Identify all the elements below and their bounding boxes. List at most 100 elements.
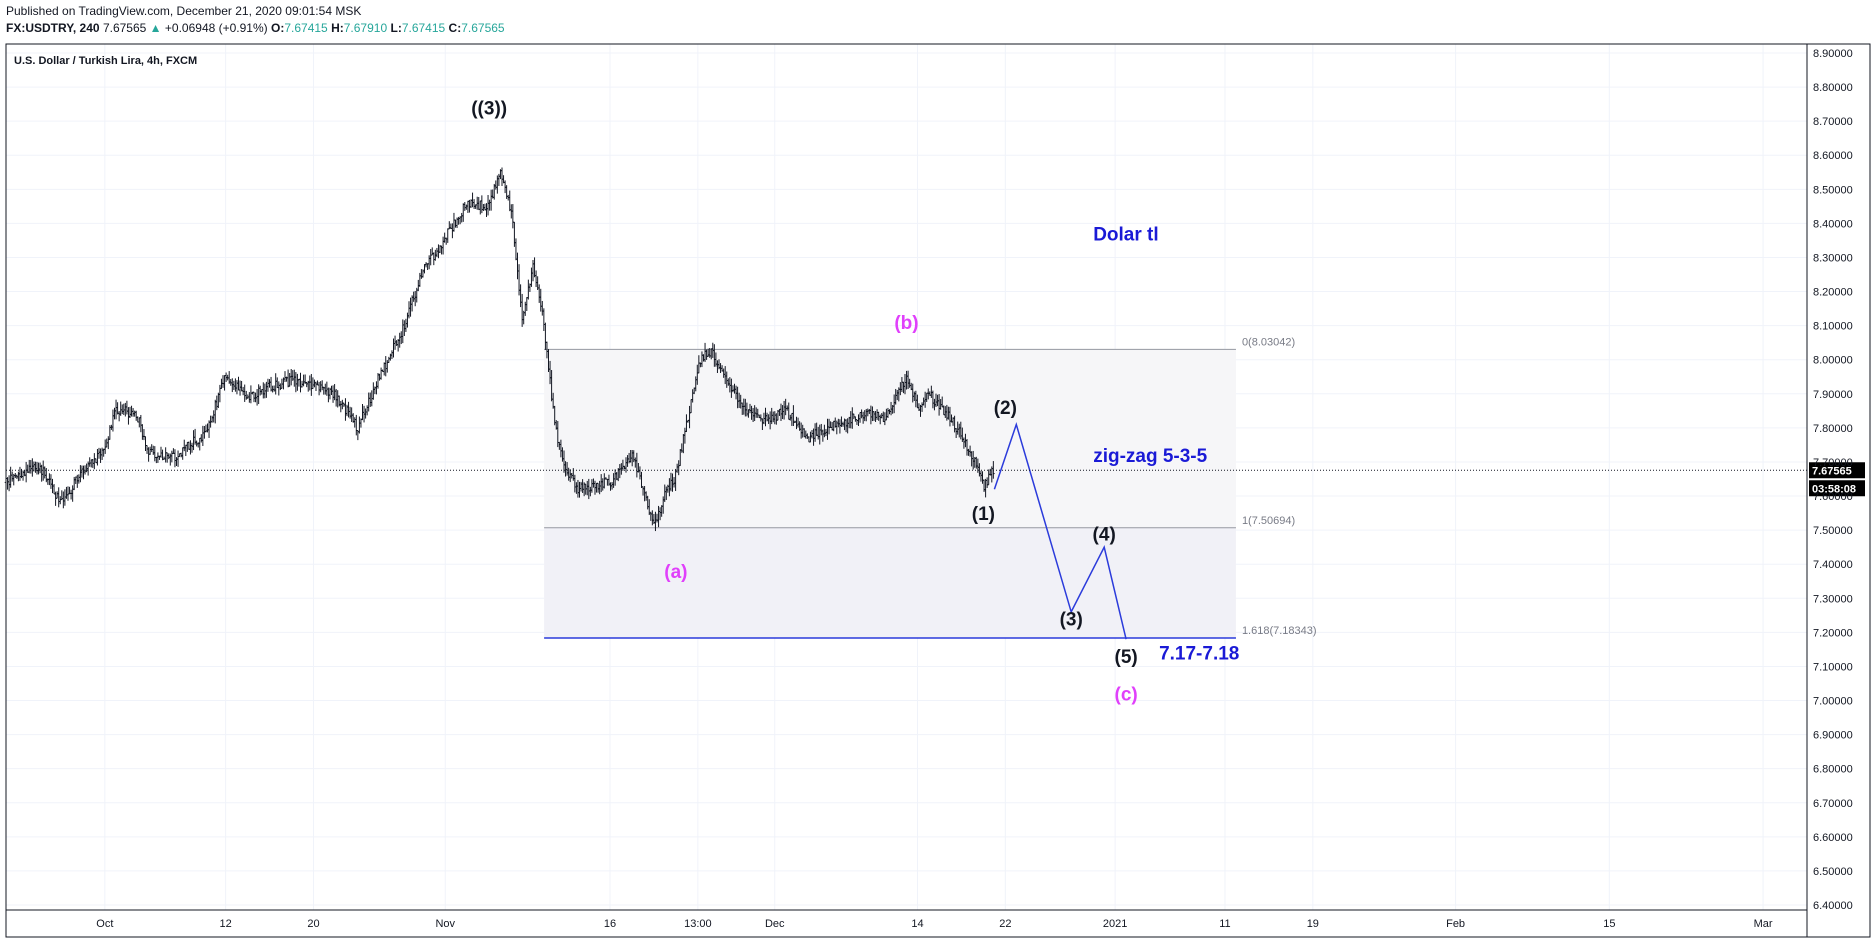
candle bbox=[141, 424, 144, 440]
candle bbox=[72, 476, 76, 491]
candle bbox=[200, 434, 203, 443]
candle bbox=[508, 190, 512, 212]
candle bbox=[435, 247, 439, 258]
candle bbox=[192, 430, 195, 451]
candle bbox=[212, 410, 215, 423]
price-tick-label: 7.50000 bbox=[1813, 525, 1853, 537]
candle bbox=[181, 447, 184, 460]
candle bbox=[116, 402, 119, 415]
candle bbox=[156, 452, 160, 463]
candle bbox=[235, 380, 239, 395]
candle bbox=[379, 367, 383, 380]
candle bbox=[527, 279, 530, 300]
time-tick-label: Oct bbox=[96, 918, 113, 930]
time-tick-label: 16 bbox=[604, 918, 616, 930]
candle bbox=[186, 441, 189, 452]
candle bbox=[144, 436, 147, 451]
candle bbox=[392, 338, 395, 358]
open-value: 7.67415 bbox=[284, 21, 328, 35]
symbol: FX:USDTRY, 240 bbox=[6, 21, 100, 35]
candle bbox=[85, 463, 88, 473]
candle bbox=[213, 399, 217, 424]
candle bbox=[272, 385, 276, 392]
candle bbox=[161, 449, 164, 461]
candle bbox=[353, 417, 357, 428]
candle bbox=[265, 381, 268, 398]
price-tick-label: 7.40000 bbox=[1813, 559, 1853, 571]
candle bbox=[34, 461, 37, 473]
time-tick-label: 13:00 bbox=[684, 918, 712, 930]
candle bbox=[268, 379, 271, 388]
annotation-text: Dolar tl bbox=[1093, 224, 1158, 245]
time-axis[interactable]: Oct 12 20 Nov 16 13:00 Dec 14 22 2021 11 19 Feb 15 Mar bbox=[96, 918, 1773, 930]
candle bbox=[465, 204, 468, 210]
price-tick-label: 7.60000 bbox=[1813, 491, 1853, 503]
candle bbox=[77, 474, 81, 484]
candle bbox=[52, 484, 56, 495]
wave-label: (1) bbox=[972, 504, 995, 525]
candle bbox=[69, 489, 73, 500]
candle bbox=[525, 297, 529, 311]
candle bbox=[479, 200, 482, 215]
candle bbox=[35, 461, 39, 475]
time-tick-label: Feb bbox=[1446, 918, 1465, 930]
candle bbox=[131, 408, 135, 417]
symbol-line: FX:USDTRY, 240 7.67565 ▲ +0.06948 (+0.91… bbox=[6, 21, 505, 35]
price-tick-label: 6.70000 bbox=[1813, 798, 1853, 810]
candle bbox=[117, 411, 121, 422]
candle bbox=[319, 381, 322, 393]
time-tick-label: Dec bbox=[765, 918, 785, 930]
price-tick-label: 8.40000 bbox=[1813, 218, 1853, 230]
candle bbox=[62, 491, 65, 509]
candle bbox=[375, 381, 378, 395]
candle bbox=[133, 410, 136, 417]
candle bbox=[49, 474, 53, 489]
candle bbox=[324, 383, 327, 395]
candle bbox=[511, 204, 515, 229]
last-price-tag bbox=[1809, 462, 1865, 479]
time-tick-label: 22 bbox=[999, 918, 1011, 930]
candle bbox=[43, 466, 47, 479]
candle bbox=[38, 462, 42, 474]
candle bbox=[409, 297, 412, 317]
candle bbox=[283, 371, 287, 382]
change-value: +0.06948 (+0.91%) bbox=[164, 21, 268, 35]
candle bbox=[293, 369, 296, 387]
candle bbox=[79, 465, 82, 483]
candle bbox=[336, 390, 339, 408]
chart-title: U.S. Dollar / Turkish Lira, 4h, FXCM bbox=[14, 55, 197, 67]
candle bbox=[441, 236, 445, 255]
candle bbox=[365, 405, 369, 416]
time-tick-label: 12 bbox=[220, 918, 232, 930]
candle bbox=[80, 465, 84, 478]
candle bbox=[65, 486, 68, 499]
candle bbox=[139, 414, 143, 433]
candle bbox=[390, 350, 394, 360]
candle bbox=[418, 272, 422, 287]
candle bbox=[55, 491, 59, 499]
candle bbox=[58, 496, 62, 505]
fib-zone-1-1618 bbox=[544, 527, 1236, 639]
candle bbox=[423, 264, 426, 274]
wave-label: (3) bbox=[1060, 610, 1083, 631]
candle bbox=[122, 403, 126, 415]
price-tick-label: 6.80000 bbox=[1813, 764, 1853, 776]
candle bbox=[179, 452, 183, 458]
high-value: 7.67910 bbox=[343, 21, 388, 35]
price-tick-label: 8.70000 bbox=[1813, 116, 1853, 128]
candle bbox=[382, 362, 386, 376]
candle bbox=[286, 369, 290, 388]
candle bbox=[164, 447, 167, 463]
candle bbox=[89, 459, 93, 468]
projection-path[interactable] bbox=[993, 422, 1127, 640]
candle bbox=[120, 404, 124, 415]
candle bbox=[100, 447, 104, 460]
up-arrow-icon: ▲ bbox=[149, 21, 162, 35]
candle bbox=[530, 267, 533, 287]
candle bbox=[296, 373, 299, 391]
candle bbox=[544, 322, 547, 350]
price-axis[interactable]: 6.40000 6.50000 6.60000 6.70000 6.80000 6.900… bbox=[1813, 48, 1853, 912]
candle bbox=[472, 199, 476, 209]
fibonacci-retracement[interactable]: 0(8.03042) 1(7.50694) 1.618(7.18343) bbox=[544, 336, 1317, 639]
